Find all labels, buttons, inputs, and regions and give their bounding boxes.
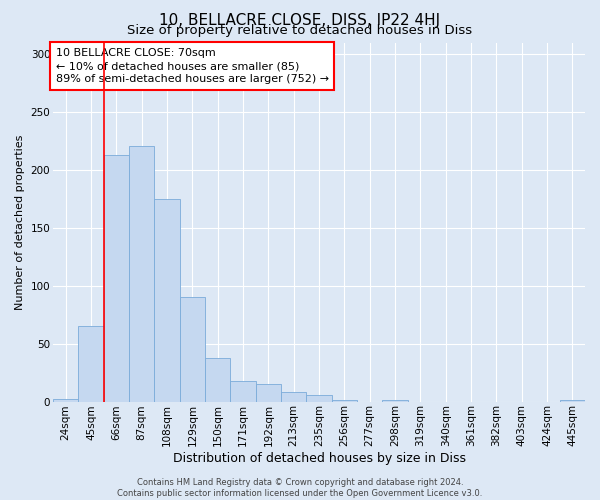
Bar xyxy=(230,380,256,402)
Bar xyxy=(180,298,205,402)
Bar xyxy=(256,384,281,402)
Bar xyxy=(307,394,332,402)
Text: Size of property relative to detached houses in Diss: Size of property relative to detached ho… xyxy=(127,24,473,37)
Y-axis label: Number of detached properties: Number of detached properties xyxy=(15,134,25,310)
Bar xyxy=(154,199,180,402)
Bar xyxy=(332,400,357,402)
Bar xyxy=(205,358,230,402)
Bar xyxy=(129,146,154,402)
Bar xyxy=(382,400,407,402)
Bar xyxy=(560,400,585,402)
Bar xyxy=(281,392,307,402)
Bar xyxy=(79,326,104,402)
Bar xyxy=(53,399,79,402)
Bar xyxy=(104,155,129,402)
Text: 10, BELLACRE CLOSE, DISS, IP22 4HJ: 10, BELLACRE CLOSE, DISS, IP22 4HJ xyxy=(160,12,440,28)
X-axis label: Distribution of detached houses by size in Diss: Distribution of detached houses by size … xyxy=(173,452,466,465)
Text: Contains HM Land Registry data © Crown copyright and database right 2024.
Contai: Contains HM Land Registry data © Crown c… xyxy=(118,478,482,498)
Text: 10 BELLACRE CLOSE: 70sqm
← 10% of detached houses are smaller (85)
89% of semi-d: 10 BELLACRE CLOSE: 70sqm ← 10% of detach… xyxy=(56,48,329,84)
